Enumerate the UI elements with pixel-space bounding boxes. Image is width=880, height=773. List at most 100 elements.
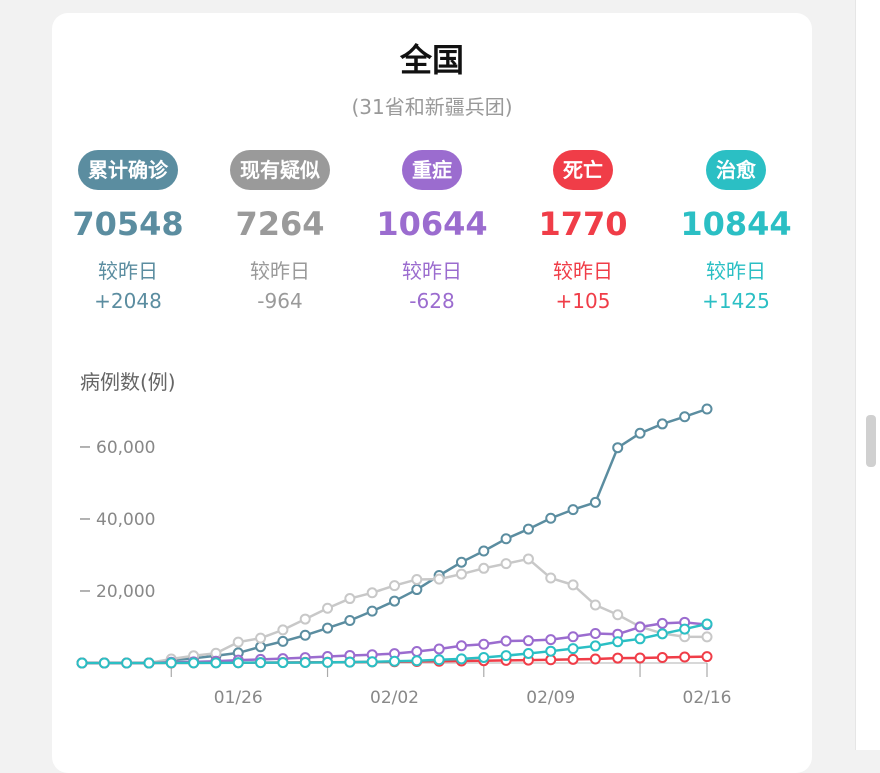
data-point-confirmed[interactable] bbox=[322, 622, 334, 634]
data-point-suspected[interactable] bbox=[567, 579, 579, 591]
data-point-confirmed[interactable] bbox=[389, 595, 400, 607]
data-point-cured[interactable] bbox=[165, 657, 177, 669]
data-point-cured[interactable] bbox=[322, 656, 334, 668]
data-point-confirmed[interactable] bbox=[455, 556, 467, 568]
stat-delta: -628 bbox=[409, 289, 455, 313]
data-point-suspected[interactable] bbox=[701, 631, 713, 643]
data-point-cured[interactable] bbox=[344, 656, 356, 668]
stat-compare-label: 较昨日 bbox=[553, 259, 613, 283]
data-point-cured[interactable] bbox=[98, 657, 110, 669]
data-point-cured[interactable] bbox=[567, 643, 579, 655]
stat-compare-label: 较昨日 bbox=[98, 259, 158, 283]
data-point-confirmed[interactable] bbox=[344, 615, 356, 627]
data-point-dead[interactable] bbox=[679, 651, 691, 663]
national-stats-card: 全国 (31省和新疆兵团) 累计确诊 70548 较昨日 +2048 现有疑似 … bbox=[52, 13, 812, 773]
data-point-dead[interactable] bbox=[634, 652, 646, 664]
data-point-suspected[interactable] bbox=[411, 573, 423, 585]
data-point-cured[interactable] bbox=[545, 645, 557, 657]
card-title: 全国 bbox=[399, 41, 464, 79]
data-point-severe[interactable] bbox=[589, 627, 601, 639]
data-point-cured[interactable] bbox=[411, 655, 423, 667]
data-point-suspected[interactable] bbox=[589, 599, 601, 611]
data-point-suspected[interactable] bbox=[455, 568, 467, 580]
data-point-cured[interactable] bbox=[232, 657, 244, 669]
series-line-suspected bbox=[82, 557, 708, 665]
data-point-confirmed[interactable] bbox=[567, 504, 579, 516]
stat-severe: 重症 10644 较昨日 -628 bbox=[357, 150, 507, 314]
data-point-cured[interactable] bbox=[210, 657, 222, 669]
data-point-cured[interactable] bbox=[121, 657, 133, 669]
data-point-confirmed[interactable] bbox=[478, 545, 490, 557]
data-point-severe[interactable] bbox=[433, 643, 445, 655]
data-point-cured[interactable] bbox=[188, 657, 200, 669]
data-point-suspected[interactable] bbox=[366, 587, 378, 599]
data-point-confirmed[interactable] bbox=[522, 523, 534, 535]
data-point-cured[interactable] bbox=[478, 651, 490, 663]
data-point-suspected[interactable] bbox=[299, 613, 311, 625]
data-point-cured[interactable] bbox=[433, 654, 445, 666]
data-point-severe[interactable] bbox=[478, 638, 490, 650]
data-point-confirmed[interactable] bbox=[612, 442, 624, 454]
stat-confirmed: 累计确诊 70548 较昨日 +2048 bbox=[53, 150, 203, 314]
data-point-suspected[interactable] bbox=[500, 558, 512, 570]
data-point-confirmed[interactable] bbox=[277, 635, 289, 647]
data-point-cured[interactable] bbox=[277, 657, 289, 669]
data-point-suspected[interactable] bbox=[277, 624, 289, 636]
data-point-severe[interactable] bbox=[500, 635, 512, 647]
data-point-dead[interactable] bbox=[701, 651, 713, 663]
data-point-cured[interactable] bbox=[612, 636, 624, 648]
data-point-cured[interactable] bbox=[76, 657, 88, 669]
data-point-dead[interactable] bbox=[589, 653, 601, 665]
data-point-suspected[interactable] bbox=[344, 593, 356, 605]
data-point-suspected[interactable] bbox=[522, 553, 534, 565]
data-point-severe[interactable] bbox=[567, 631, 579, 643]
data-point-confirmed[interactable] bbox=[500, 533, 512, 545]
stat-value: 10644 bbox=[376, 205, 488, 243]
data-point-severe[interactable] bbox=[634, 621, 646, 633]
data-point-cured[interactable] bbox=[701, 618, 713, 630]
data-point-suspected[interactable] bbox=[232, 636, 244, 648]
data-point-confirmed[interactable] bbox=[634, 427, 646, 439]
data-point-confirmed[interactable] bbox=[679, 411, 691, 423]
data-point-severe[interactable] bbox=[411, 645, 423, 657]
scrollbar-handle[interactable] bbox=[866, 415, 876, 467]
data-point-cured[interactable] bbox=[143, 657, 155, 669]
data-point-suspected[interactable] bbox=[478, 562, 490, 574]
data-point-severe[interactable] bbox=[522, 635, 534, 647]
data-point-dead[interactable] bbox=[612, 652, 624, 664]
data-point-cured[interactable] bbox=[366, 656, 378, 668]
data-point-suspected[interactable] bbox=[545, 572, 557, 584]
data-point-suspected[interactable] bbox=[322, 602, 334, 614]
stat-delta: -964 bbox=[257, 289, 303, 313]
data-point-cured[interactable] bbox=[255, 657, 267, 669]
data-point-cured[interactable] bbox=[679, 623, 691, 635]
y-tick-label: 20,000 bbox=[96, 582, 155, 602]
data-point-cured[interactable] bbox=[634, 633, 646, 645]
data-point-cured[interactable] bbox=[455, 653, 467, 665]
stat-value: 10844 bbox=[680, 205, 792, 243]
data-point-confirmed[interactable] bbox=[366, 605, 378, 617]
data-point-confirmed[interactable] bbox=[545, 512, 557, 524]
data-point-cured[interactable] bbox=[522, 647, 534, 659]
data-point-severe[interactable] bbox=[545, 634, 557, 646]
data-point-cured[interactable] bbox=[656, 628, 668, 640]
data-point-dead[interactable] bbox=[567, 653, 579, 665]
data-point-confirmed[interactable] bbox=[701, 403, 713, 415]
data-point-dead[interactable] bbox=[656, 652, 668, 664]
data-point-cured[interactable] bbox=[589, 640, 601, 652]
data-point-confirmed[interactable] bbox=[656, 418, 668, 430]
data-point-suspected[interactable] bbox=[389, 580, 400, 592]
data-point-suspected[interactable] bbox=[433, 573, 445, 585]
stat-dead: 死亡 1770 较昨日 +105 bbox=[508, 150, 658, 314]
data-point-suspected[interactable] bbox=[255, 632, 267, 644]
data-point-suspected[interactable] bbox=[612, 609, 624, 621]
x-tick-label: 02/02 bbox=[370, 688, 419, 708]
data-point-confirmed[interactable] bbox=[299, 629, 311, 641]
data-point-cured[interactable] bbox=[500, 650, 512, 662]
data-point-cured[interactable] bbox=[299, 656, 311, 668]
data-point-confirmed[interactable] bbox=[411, 584, 423, 596]
data-point-severe[interactable] bbox=[656, 617, 668, 629]
data-point-severe[interactable] bbox=[455, 640, 467, 652]
data-point-cured[interactable] bbox=[389, 655, 400, 667]
data-point-confirmed[interactable] bbox=[589, 496, 601, 508]
